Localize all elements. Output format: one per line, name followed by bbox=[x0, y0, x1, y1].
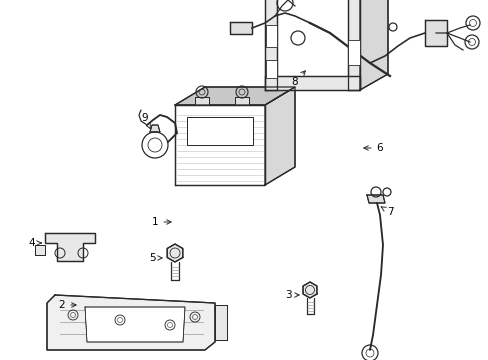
Text: 9: 9 bbox=[142, 113, 150, 129]
Polygon shape bbox=[264, 87, 294, 185]
Polygon shape bbox=[424, 20, 446, 46]
Bar bbox=[265, 60, 276, 78]
Polygon shape bbox=[47, 295, 215, 350]
Polygon shape bbox=[195, 97, 208, 105]
Polygon shape bbox=[359, 0, 387, 90]
Polygon shape bbox=[215, 305, 226, 340]
Polygon shape bbox=[347, 0, 359, 90]
Text: 8: 8 bbox=[291, 71, 305, 87]
Polygon shape bbox=[229, 22, 251, 34]
Polygon shape bbox=[264, 76, 359, 90]
Polygon shape bbox=[303, 282, 316, 298]
Polygon shape bbox=[366, 195, 384, 203]
Polygon shape bbox=[45, 233, 95, 261]
Polygon shape bbox=[235, 97, 248, 105]
Text: 3: 3 bbox=[284, 290, 299, 300]
Polygon shape bbox=[35, 245, 45, 255]
Text: 6: 6 bbox=[363, 143, 383, 153]
Bar bbox=[347, 40, 359, 65]
Polygon shape bbox=[85, 307, 184, 342]
Text: 1: 1 bbox=[151, 217, 171, 227]
Polygon shape bbox=[167, 244, 183, 262]
Text: 4: 4 bbox=[29, 238, 41, 248]
Polygon shape bbox=[150, 125, 160, 132]
Polygon shape bbox=[175, 105, 264, 185]
Polygon shape bbox=[175, 87, 294, 105]
Text: 5: 5 bbox=[148, 253, 162, 263]
Text: 2: 2 bbox=[59, 300, 76, 310]
Text: 7: 7 bbox=[381, 207, 392, 217]
Bar bbox=[186, 117, 252, 145]
Polygon shape bbox=[264, 0, 276, 90]
Bar bbox=[265, 25, 276, 47]
